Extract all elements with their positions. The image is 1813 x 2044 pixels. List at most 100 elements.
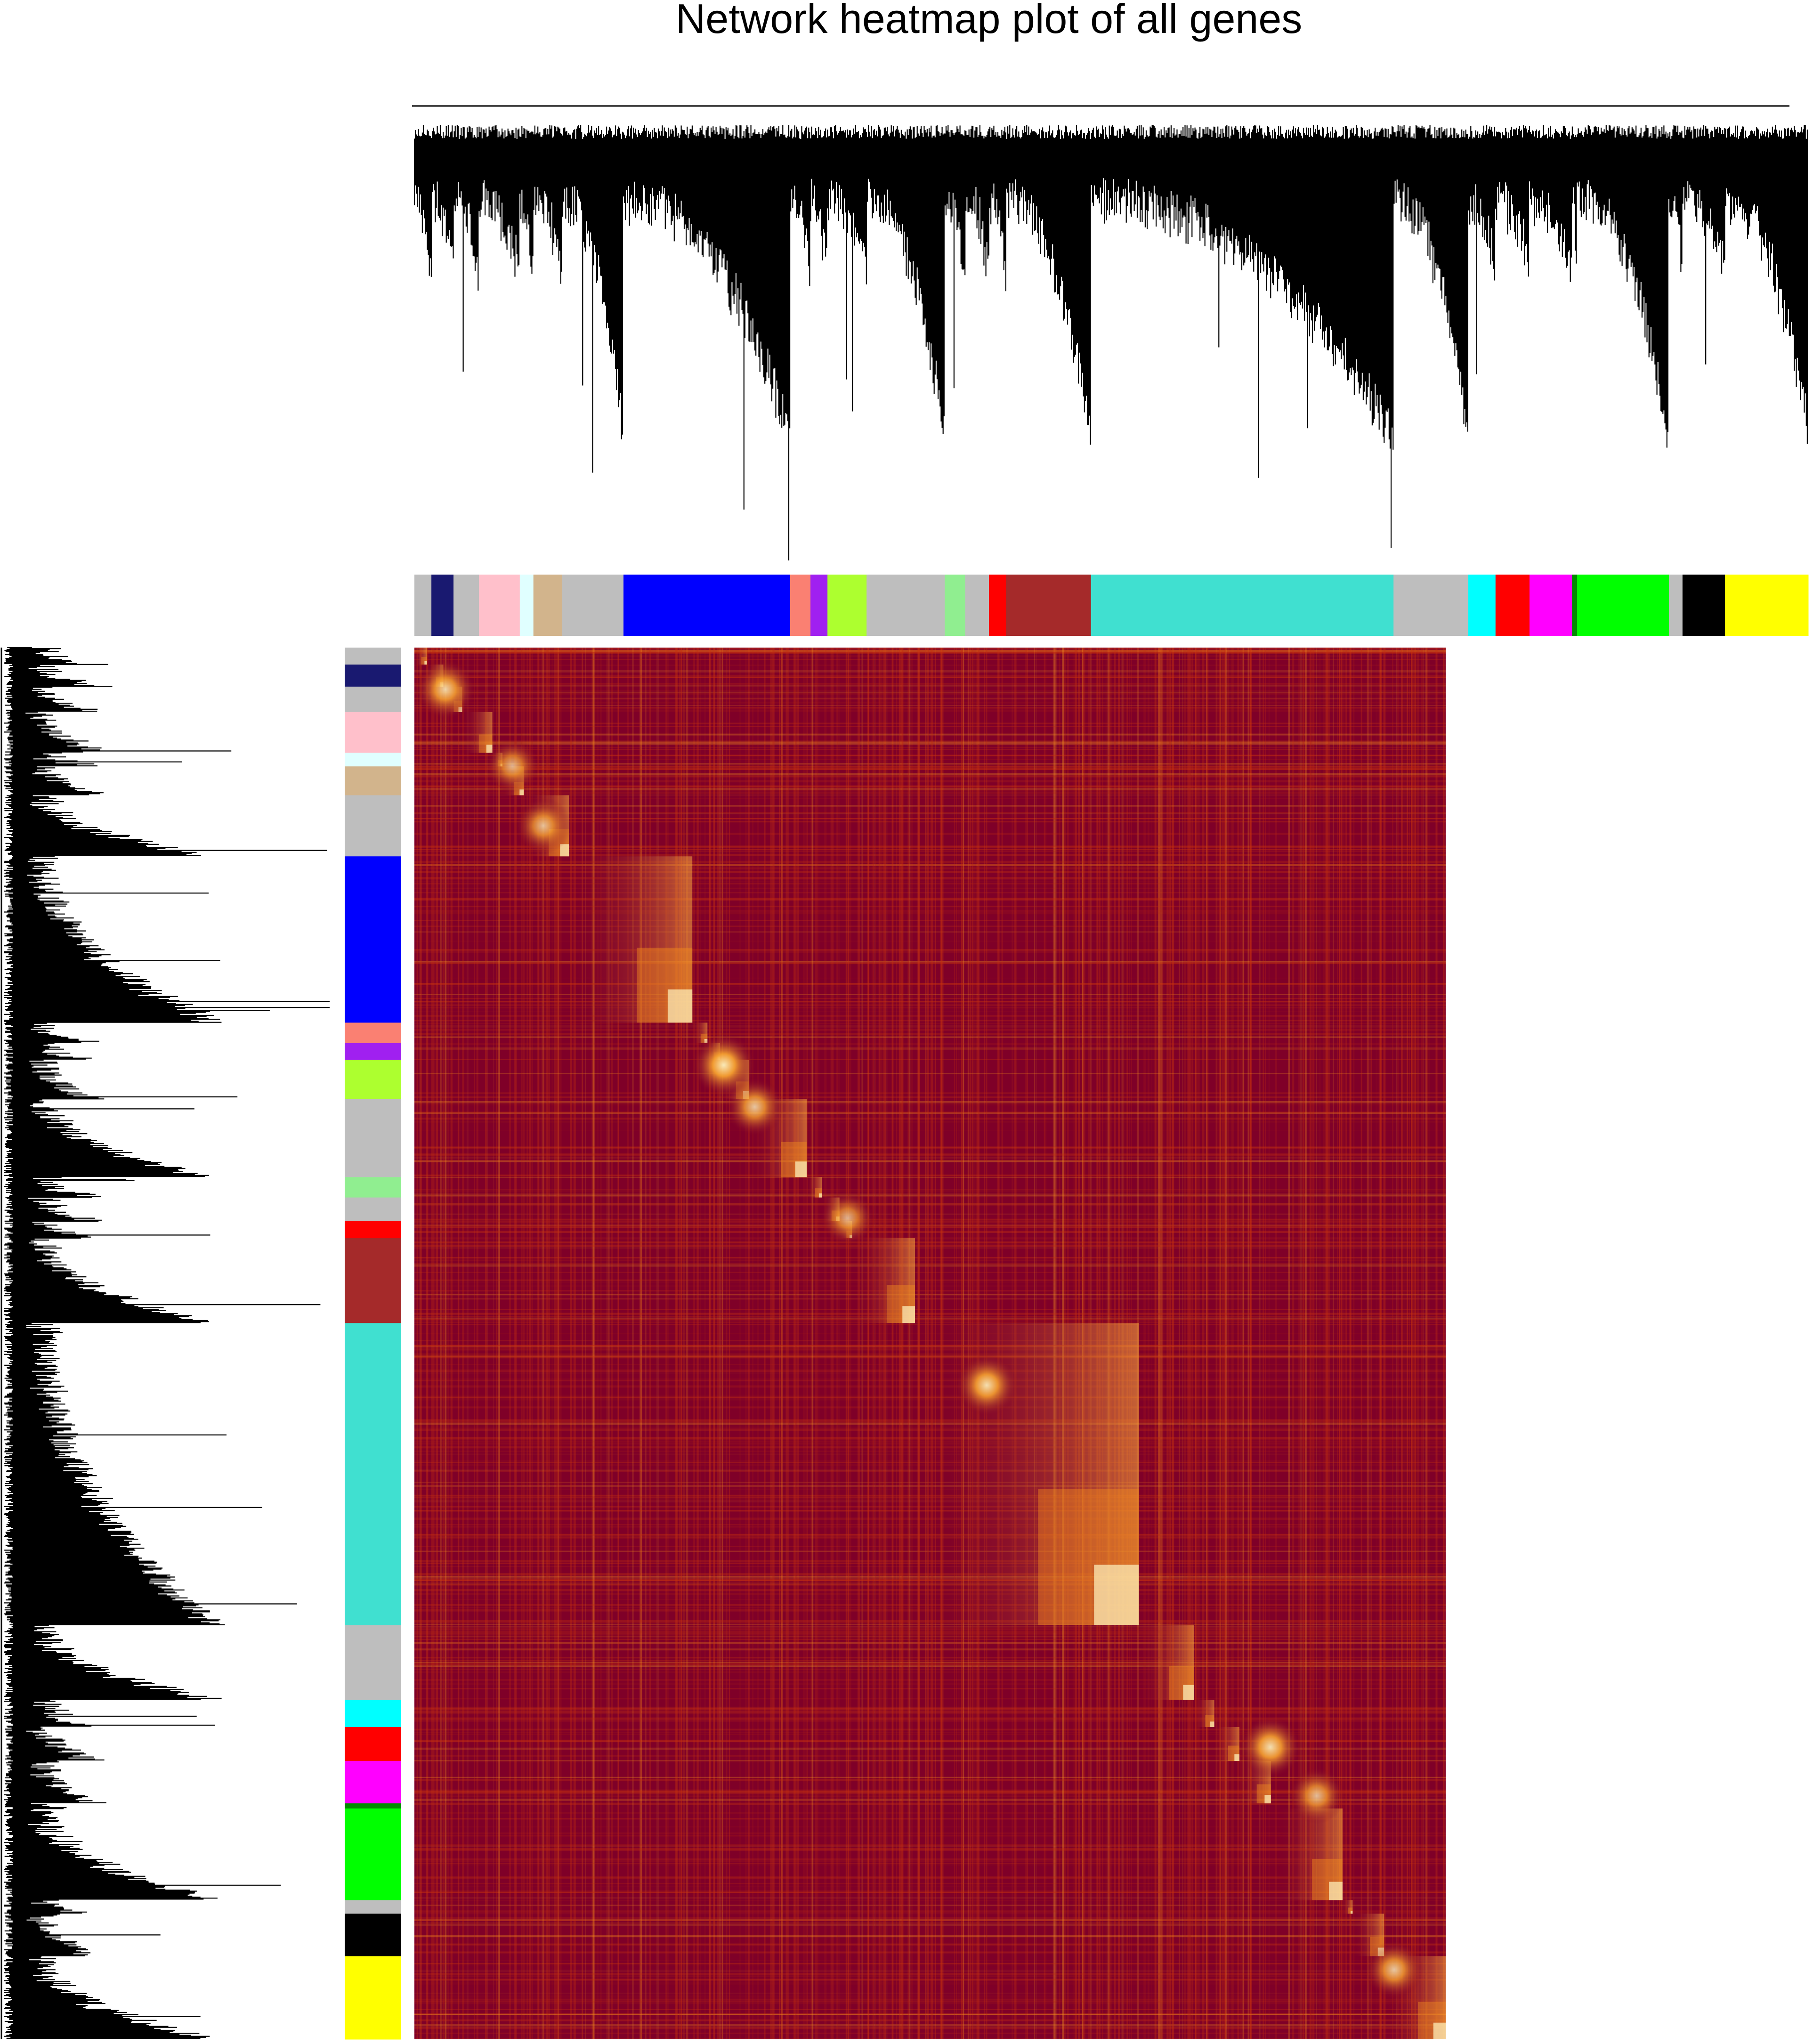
heatmap-streak — [414, 871, 1446, 873]
heatmap-streak — [836, 648, 837, 2039]
heatmap-streak — [414, 1688, 1446, 1690]
heatmap-streak — [595, 648, 597, 2039]
heatmap-streak — [1384, 648, 1386, 2039]
heatmap-streak — [445, 648, 447, 2039]
heatmap-streak — [414, 1747, 1446, 1750]
heatmap-streak — [414, 1812, 1446, 1814]
heatmap-streak — [414, 1001, 1446, 1003]
heatmap-streak — [414, 860, 1446, 863]
heatmap-streak — [885, 648, 888, 2039]
heatmap-streak — [1316, 648, 1317, 2039]
heatmap-streak — [1292, 648, 1295, 2039]
module-color-segment — [345, 753, 401, 767]
module-color-segment — [965, 575, 989, 636]
heatmap-streak — [414, 1919, 1446, 1921]
heatmap-streak — [414, 1281, 1446, 1283]
heatmap-streak — [1275, 648, 1277, 2039]
heatmap-streak — [414, 1223, 1446, 1226]
heatmap-streak — [1242, 648, 1245, 2039]
heatmap-streak — [1263, 648, 1264, 2039]
heatmap-streak — [414, 1195, 1446, 1198]
heatmap-streak — [414, 1220, 1446, 1222]
heatmap-streak — [466, 648, 469, 2039]
heatmap-streak — [745, 648, 747, 2039]
heatmap-streak — [414, 1194, 1446, 1196]
heatmap-streak — [421, 648, 422, 2039]
heatmap-streak — [414, 1905, 1446, 1906]
heatmap-streak — [1300, 648, 1303, 2039]
heatmap-streak — [414, 1298, 1446, 1299]
heatmap-streak — [498, 648, 501, 2039]
heatmap-streak — [414, 1663, 1446, 1665]
heatmap-streak — [414, 846, 1446, 848]
heatmap-streak — [414, 812, 1446, 813]
heatmap-streak — [414, 1118, 1446, 1120]
heatmap-streak — [414, 818, 1446, 819]
heatmap-hotspot — [1239, 1716, 1302, 1778]
heatmap-streak — [414, 1760, 1446, 1761]
heatmap-streak — [414, 1718, 1446, 1720]
module-color-segment — [345, 1221, 401, 1239]
module-color-segment — [1495, 575, 1530, 636]
heatmap-streak — [1161, 648, 1163, 2039]
heatmap-streak — [414, 1189, 1446, 1192]
heatmap-streak — [414, 1982, 1446, 1985]
heatmap-streak — [1425, 648, 1427, 2039]
heatmap-streak — [414, 1290, 1446, 1292]
heatmap-streak — [873, 648, 874, 2039]
heatmap-streak — [414, 1096, 1446, 1098]
heatmap-streak — [414, 1885, 1446, 1887]
heatmap-streak — [474, 648, 475, 2039]
heatmap-streak — [752, 648, 754, 2039]
heatmap-streak — [770, 648, 773, 2039]
heatmap-streak — [537, 648, 540, 2039]
heatmap-streak — [414, 1993, 1446, 1994]
heatmap-streak — [797, 648, 799, 2039]
heatmap-streak — [1367, 648, 1368, 2039]
heatmap-streak — [414, 1237, 1446, 1240]
heatmap-streak — [414, 1043, 1446, 1046]
module-color-segment — [345, 1956, 401, 2040]
heatmap-streak — [1327, 648, 1328, 2039]
heatmap-streak — [1151, 648, 1152, 2039]
heatmap-streak — [1191, 648, 1194, 2039]
heatmap-streak — [414, 2032, 1446, 2034]
heatmap-streak — [1383, 648, 1385, 2039]
heatmap-streak — [414, 767, 1446, 770]
heatmap-streak — [414, 1231, 1446, 1233]
heatmap-streak — [414, 1298, 1446, 1300]
heatmap-streak — [414, 1113, 1446, 1114]
module-block-peak — [424, 661, 427, 665]
heatmap-streak — [414, 1922, 1446, 1923]
module-block-peak — [560, 844, 569, 857]
module-color-segment — [345, 686, 401, 713]
module-block-peak — [795, 1161, 807, 1177]
heatmap-streak — [414, 1319, 1446, 1320]
heatmap-streak — [1202, 648, 1205, 2039]
heatmap-streak — [414, 1059, 1446, 1060]
heatmap-streak — [1426, 648, 1428, 2039]
heatmap-streak — [1380, 648, 1381, 2039]
heatmap-streak — [414, 685, 1446, 687]
heatmap-streak — [414, 912, 1446, 914]
heatmap-streak — [781, 648, 782, 2039]
heatmap-streak — [1195, 648, 1197, 2039]
heatmap-streak — [414, 1682, 1446, 1685]
module-block-peak — [1264, 1795, 1271, 1804]
top-module-color-bar — [414, 575, 1809, 636]
heatmap-streak — [414, 1740, 1446, 1742]
heatmap-streak — [656, 648, 658, 2039]
heatmap-streak — [414, 931, 1446, 933]
top-dendrogram — [412, 105, 1808, 560]
heatmap-streak — [1157, 648, 1160, 2039]
heatmap-streak — [632, 648, 634, 2039]
heatmap-streak — [709, 648, 711, 2039]
heatmap-streak — [1220, 648, 1222, 2039]
heatmap-streak — [414, 1259, 1446, 1261]
heatmap-streak — [1218, 648, 1221, 2039]
heatmap-streak — [414, 868, 1446, 871]
heatmap-streak — [414, 1642, 1446, 1644]
module-color-segment — [533, 575, 563, 636]
heatmap-streak — [414, 2024, 1446, 2027]
heatmap-streak — [414, 1912, 1446, 1914]
